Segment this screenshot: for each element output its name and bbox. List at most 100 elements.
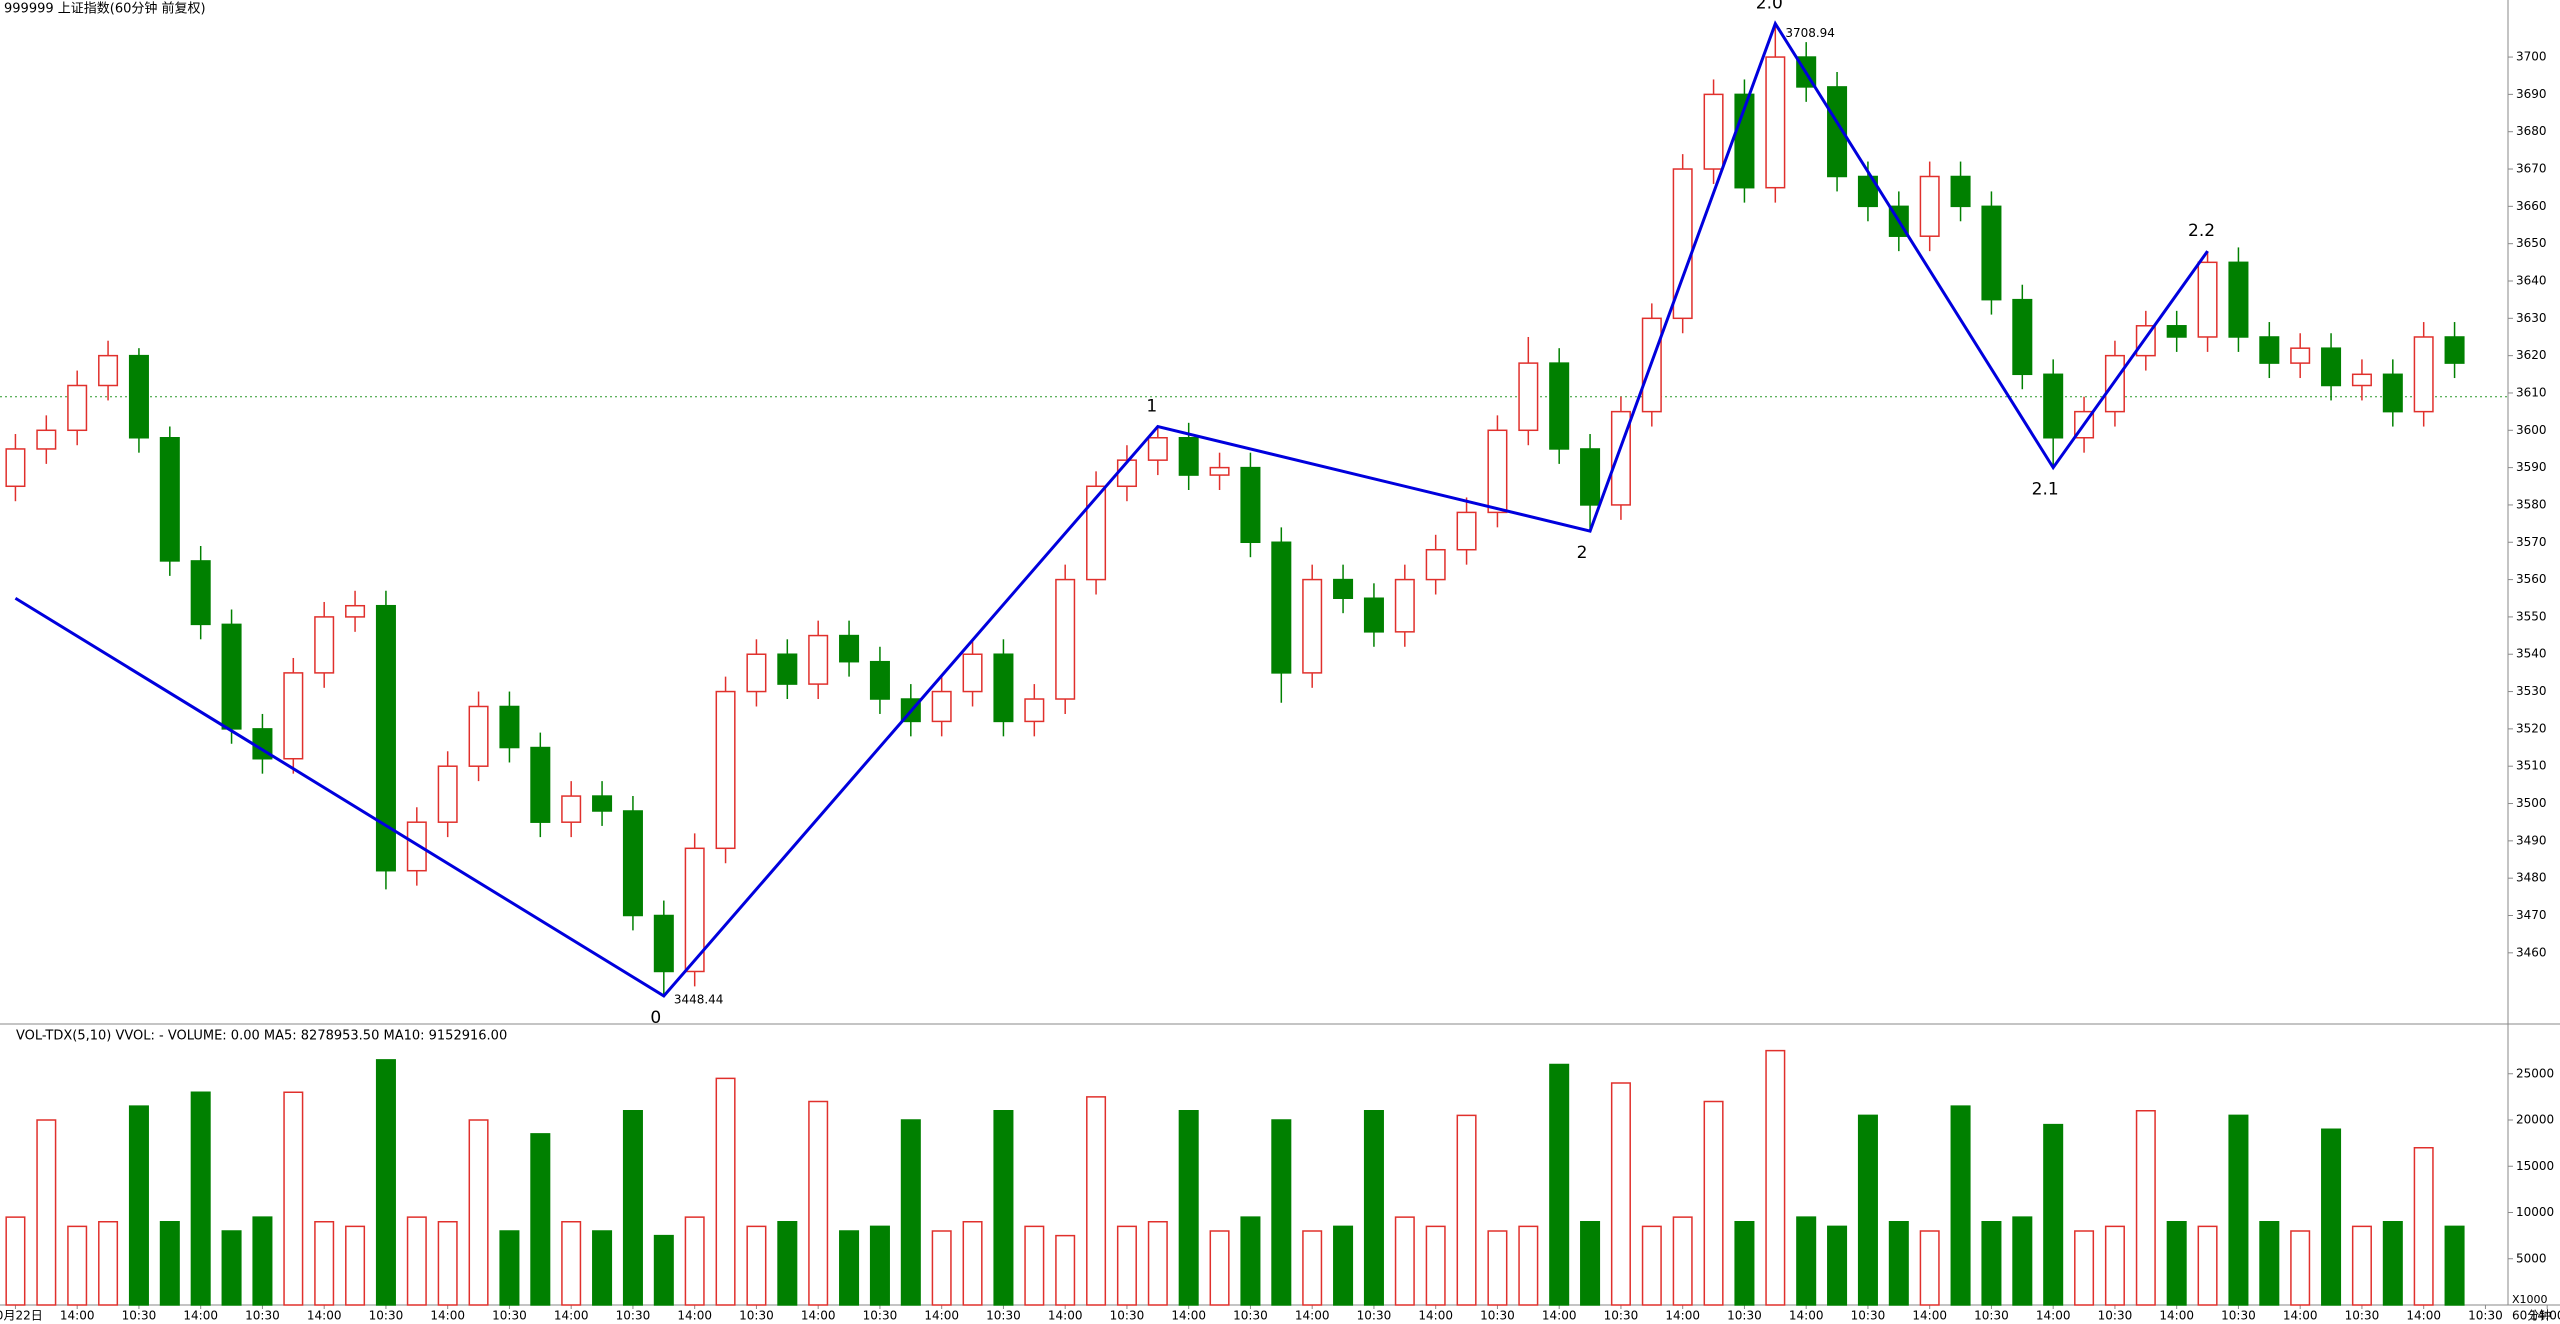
candle-body [530, 746, 551, 823]
candle-body [2197, 261, 2218, 338]
volume-bar [36, 1119, 57, 1306]
unit-label: X1000 [2512, 1293, 2548, 1306]
volume-bar [869, 1225, 890, 1306]
volume-bar [1734, 1221, 1755, 1306]
volume-bar [1302, 1230, 1323, 1306]
volume-bar [2012, 1216, 2033, 1306]
volume-bar [993, 1110, 1014, 1306]
candle-body [468, 705, 489, 767]
candle-body [2321, 347, 2342, 387]
x-tick-label: 10:30 [863, 1309, 898, 1323]
x-tick-label: 14:00 [2283, 1309, 2318, 1323]
volume-bar [1641, 1225, 1662, 1306]
candle-body [1024, 698, 1045, 723]
volume-bar [2444, 1225, 2465, 1306]
candle-body [869, 660, 890, 700]
candle-body [375, 604, 396, 872]
x-tick-label: 10:30 [1110, 1309, 1145, 1323]
candle-body [5, 448, 26, 488]
y-tick-label: 3650 [2516, 236, 2547, 250]
wave-label: 1 [1146, 397, 1157, 417]
volume-bar [1147, 1221, 1168, 1306]
y-tick-label: 3530 [2516, 684, 2547, 698]
volume-bar [592, 1230, 613, 1306]
volume-bar [468, 1119, 489, 1306]
candle-body [746, 653, 767, 693]
x-tick-label: 10:30 [2098, 1309, 2133, 1323]
x-tick-label: 10:30 [1727, 1309, 1762, 1323]
volume-bar [375, 1059, 396, 1306]
x-tick-label: 14:00 [554, 1309, 589, 1323]
y-tick-label: 3470 [2516, 908, 2547, 922]
candle-body [962, 653, 983, 693]
y-tick-label: 3550 [2516, 609, 2547, 623]
volume-bar [1796, 1216, 1817, 1306]
volume-bar [1857, 1114, 1878, 1306]
candle-body [2228, 261, 2249, 338]
candle-body [561, 795, 582, 823]
wave-line [14, 20, 2209, 998]
volume-bar [221, 1230, 242, 1306]
volume-bar [1827, 1225, 1848, 1306]
wave-label: 2 [1577, 543, 1588, 563]
x-tick-label: 10:30 [739, 1309, 774, 1323]
candle-body [1394, 578, 1415, 633]
candle-body [1518, 362, 1539, 432]
candle-body [1487, 429, 1508, 514]
y-tick-label: 3590 [2516, 460, 2547, 474]
volume-bar [2382, 1221, 2403, 1306]
volume-bar [1425, 1225, 1446, 1306]
x-tick-label: 10:30 [1233, 1309, 1268, 1323]
candle-body [2444, 336, 2465, 364]
candle-body [1703, 93, 1724, 170]
y-tick-label: 3500 [2516, 796, 2547, 810]
y-tick-label: 3630 [2516, 311, 2547, 325]
volume-bar [2104, 1225, 2125, 1306]
price-annotation: 3708.94 [1785, 26, 1835, 40]
x-tick-label: 14:00 [2159, 1309, 2194, 1323]
volume-bar [2228, 1114, 2249, 1306]
y-tick-label: 3700 [2516, 50, 2547, 64]
volume-bar [499, 1230, 520, 1306]
y-tick-label: 3560 [2516, 572, 2547, 586]
volume-bar [1024, 1225, 1045, 1306]
y-tick-label: 20000 [2516, 1113, 2554, 1127]
candle-body [808, 634, 829, 685]
x-tick-label: 14:00 [924, 1309, 959, 1323]
candle-body [592, 795, 613, 812]
candle-body [993, 653, 1014, 723]
candle-body [159, 437, 180, 562]
candle-body [1456, 511, 1477, 551]
period-label: 60分钟 [2512, 1308, 2551, 1323]
candle-body [1857, 175, 1878, 208]
y-tick-label: 3610 [2516, 385, 2547, 399]
candle-body [1271, 541, 1292, 674]
volume-bar [1765, 1049, 1786, 1306]
x-tick-label: 14:00 [60, 1309, 95, 1323]
volume-bar [1116, 1225, 1137, 1306]
candle-body [777, 653, 798, 685]
volume-title: VOL-TDX(5,10) VVOL: - VOLUME: 0.00 MA5: … [16, 1029, 507, 1044]
candle-body [36, 429, 57, 450]
candle-body [1827, 86, 1848, 178]
volume-bar [1950, 1105, 1971, 1306]
y-tick-label: 3490 [2516, 833, 2547, 847]
volume-bar [1086, 1096, 1107, 1306]
candle-body [1055, 578, 1076, 700]
volume-bar [777, 1221, 798, 1306]
x-tick-label: 14:00 [2406, 1309, 2441, 1323]
candle-body [2012, 298, 2033, 376]
wave-label: 2.1 [2032, 480, 2059, 500]
x-tick-label: 14:00 [2036, 1309, 2071, 1323]
x-tick-label: 14:00 [183, 1309, 218, 1323]
volume-bar [252, 1216, 273, 1306]
volume-bar [2259, 1221, 2280, 1306]
volume-bar [437, 1221, 458, 1306]
volume-bar [1518, 1225, 1539, 1306]
volume-bar [746, 1225, 767, 1306]
y-tick-label: 15000 [2516, 1159, 2554, 1173]
candle-body [98, 354, 119, 387]
x-tick-label: 14:00 [677, 1309, 712, 1323]
candle-body [1672, 168, 1693, 320]
y-tick-label: 5000 [2516, 1251, 2547, 1265]
